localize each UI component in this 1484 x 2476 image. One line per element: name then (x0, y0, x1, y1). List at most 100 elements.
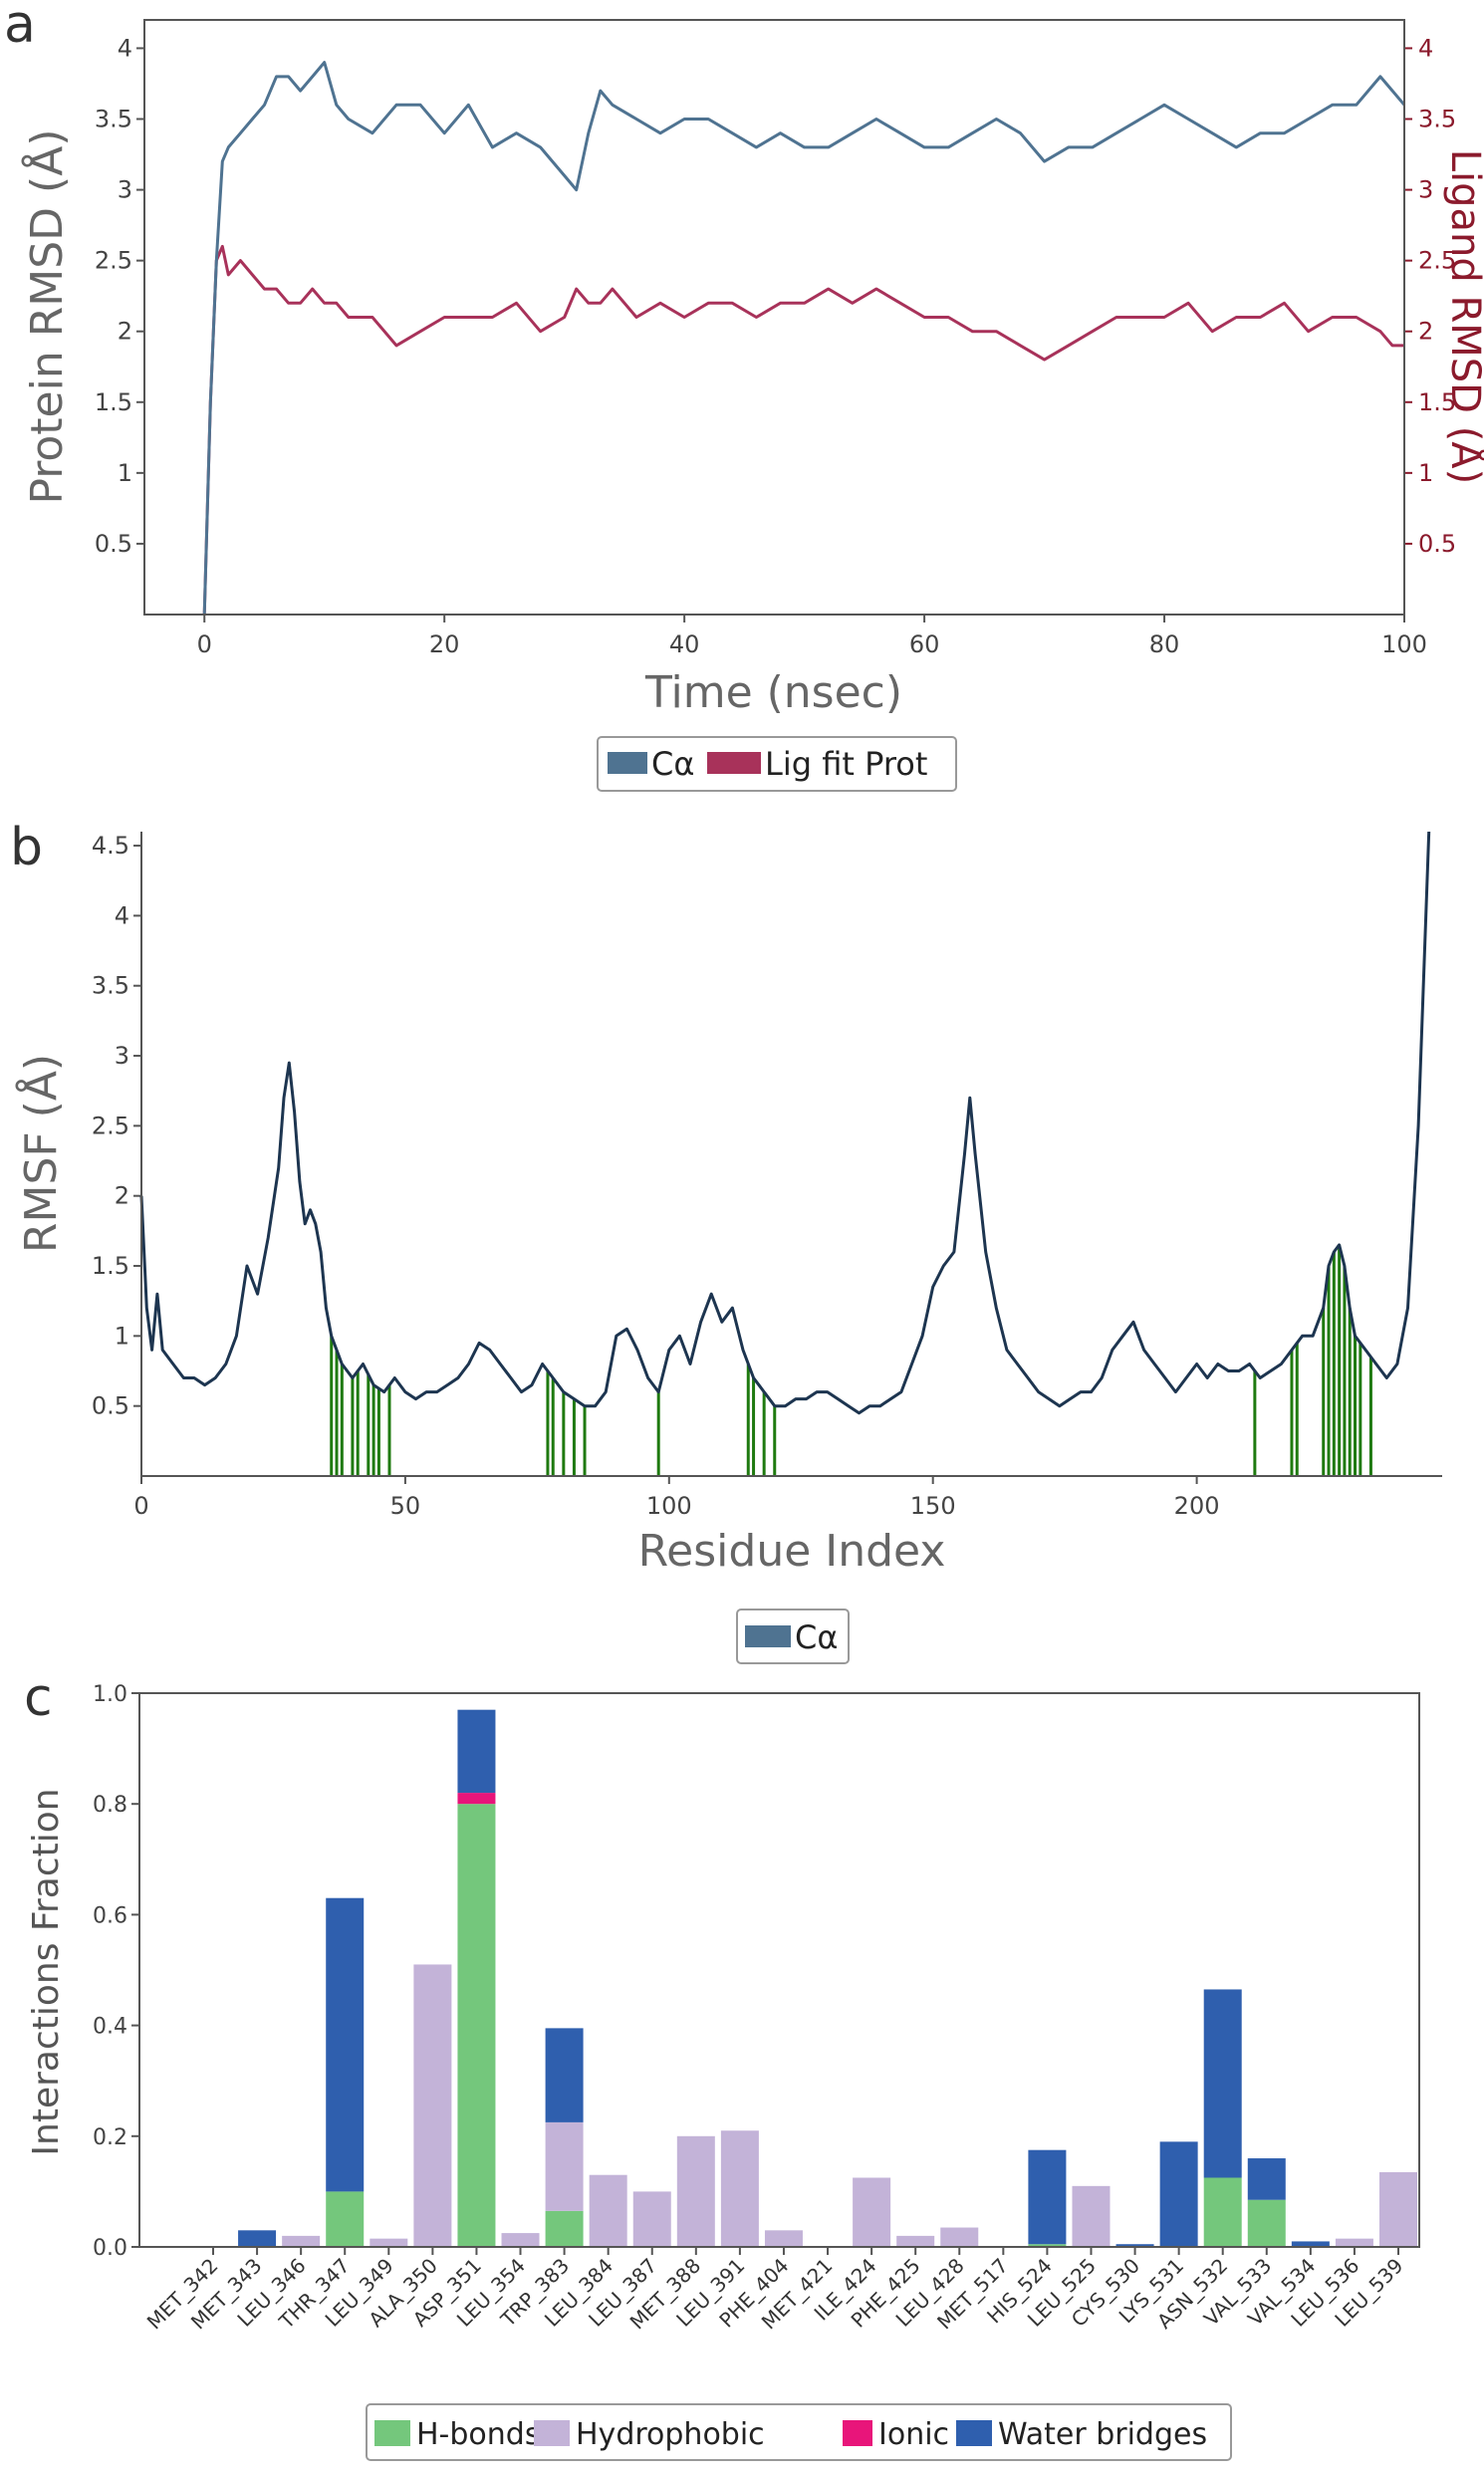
legend-label-ca: Cα (651, 745, 694, 783)
bar-water-bridges (1028, 2149, 1067, 2245)
bar-water-bridges (1115, 2244, 1154, 2247)
y-tick-label: 1 (118, 459, 132, 487)
legend-swatch-hydrophobic (534, 2420, 570, 2446)
bar-hydrophobic (545, 2121, 584, 2211)
legend-label-h-bonds: H-bonds (416, 2417, 540, 2452)
bar-water-bridges (238, 2230, 277, 2247)
right-y-tick-label: 3 (1418, 176, 1433, 204)
series-line-ca (202, 61, 1406, 616)
bar-hydrophobic (720, 2130, 759, 2247)
rmsd-right-axis-label: Ligand RMSD (Å) (1442, 149, 1484, 485)
series-line-ligand (202, 244, 1404, 616)
x-tick-label: 200 (1174, 1492, 1220, 1520)
right-y-tick-label: 3.5 (1418, 106, 1456, 133)
y-tick-label: 2.5 (95, 247, 132, 275)
rmsf-contact-lines (330, 1244, 1372, 1476)
y-tick-label: 0.5 (95, 530, 132, 558)
bar-hydrophobic (632, 2191, 671, 2247)
x-tick-label: 0 (133, 1492, 148, 1520)
rmsf-chart-ticks: 0 50 100 150 200 0.5 1 1.5 2 2.5 3 3.5 4 4.5 (92, 832, 1220, 1520)
legend-swatch-ionic (843, 2420, 872, 2446)
legend-box (366, 2403, 1232, 2461)
x-tick-label: 100 (646, 1492, 692, 1520)
right-y-tick-label: 1.5 (1418, 388, 1456, 416)
bar-h-bonds (457, 1804, 496, 2247)
bar-hydrophobic (501, 2233, 540, 2247)
rmsf-x-axis-label: Residue Index (638, 1526, 946, 1577)
y-tick-label: 0.0 (93, 2236, 127, 2261)
y-tick-label: 2 (115, 1182, 129, 1210)
y-tick-label: 1.5 (92, 1252, 129, 1280)
y-tick-label: 1 (115, 1322, 129, 1350)
x-tick-label: 20 (429, 630, 460, 658)
bar-water-bridges (1247, 2158, 1286, 2200)
right-y-tick-label: 4 (1418, 34, 1433, 62)
bar-hydrophobic (1379, 2171, 1417, 2247)
bar-h-bonds (326, 2191, 365, 2247)
bar-hydrophobic (370, 2238, 408, 2247)
y-tick-label: 3.5 (92, 972, 129, 1000)
rmsd-legend: Cα Lig fit Prot (597, 736, 957, 792)
interactions-chart-ticks: 0.0 0.2 0.4 0.6 0.8 1.0 (93, 1682, 139, 2261)
y-tick-label: 2.5 (92, 1112, 129, 1139)
bar-hydrophobic (413, 1964, 452, 2247)
y-tick-label: 3 (115, 1042, 129, 1070)
series-line-ca (139, 831, 1431, 1415)
legend-swatch-h-bonds (374, 2420, 410, 2446)
right-y-tick-label: 2 (1418, 318, 1433, 346)
legend-label-hydrophobic: Hydrophobic (576, 2417, 765, 2452)
bar-hydrophobic (282, 2235, 321, 2247)
y-tick-label: 0.8 (93, 1793, 127, 1818)
bar-ionic (457, 1793, 496, 1805)
legend-label-water-bridges: Water bridges (998, 2417, 1207, 2452)
bar-hydrophobic (896, 2235, 935, 2247)
interactions-plot-frame (138, 1692, 1420, 2248)
bar-h-bonds (545, 2210, 584, 2247)
legend-label-ca: Cα (795, 1618, 838, 1656)
y-tick-label: 4.5 (92, 832, 129, 860)
legend-swatch-ca (745, 1625, 791, 1647)
bar-water-bridges (457, 1709, 496, 1794)
y-tick-label: 4 (118, 34, 132, 62)
y-tick-label: 0.6 (93, 1903, 127, 1928)
rmsd-chart: 0 20 40 60 80 100 0.5 1 1.5 2 2.5 3 3.5 4 0.5 1 1.5 2 2.5 3… (20, 19, 1484, 792)
legend-box (597, 736, 957, 792)
y-tick-label: 3 (118, 176, 132, 204)
interactions-legend: H-bonds Hydrophobic Ionic Water bridges (366, 2403, 1232, 2461)
bar-hydrophobic (940, 2227, 979, 2247)
right-y-tick-label: 0.5 (1418, 530, 1456, 558)
x-tick-label: 50 (390, 1492, 421, 1520)
bar-hydrophobic (1335, 2238, 1373, 2247)
interactions-y-axis-label: Interactions Fraction (26, 1788, 67, 2155)
bar-water-bridges (1203, 1989, 1242, 2178)
x-tick-label: 80 (1149, 630, 1180, 658)
legend-label-ionic: Ionic (878, 2417, 949, 2452)
y-tick-label: 0.2 (93, 2125, 127, 2150)
legend-swatch-ligand (707, 752, 761, 774)
rmsd-chart-ticks: 0 20 40 60 80 100 0.5 1 1.5 2 2.5 3 3.5 4 0.5 1 1.5 2 2.5 3… (95, 34, 1456, 658)
rmsf-legend: Cα (736, 1609, 850, 1664)
bar-water-bridges (326, 1897, 365, 2192)
x-tick-label: 100 (1381, 630, 1427, 658)
bar-h-bonds (1247, 2199, 1286, 2247)
legend-swatch-ca (608, 752, 647, 774)
bar-h-bonds (1203, 2177, 1242, 2247)
panel-label-c: c (24, 1668, 53, 1728)
right-y-tick-label: 1 (1418, 459, 1433, 487)
legend-swatch-water-bridges (956, 2420, 992, 2446)
bar-water-bridges (1291, 2241, 1330, 2247)
rmsf-chart: 0 50 100 150 200 0.5 1 1.5 2 2.5 3 3.5 4 4.5 Residue … (14, 831, 1442, 1664)
bar-hydrophobic (853, 2177, 891, 2247)
rmsf-y-axis-label: RMSF (Å) (14, 1054, 67, 1253)
y-tick-label: 3.5 (95, 106, 132, 133)
y-tick-label: 1.0 (93, 1682, 127, 1707)
bar-water-bridges (1159, 2141, 1198, 2247)
x-tick-label: 150 (910, 1492, 956, 1520)
rmsd-plot-frame (143, 19, 1405, 616)
y-tick-label: 4 (115, 901, 129, 929)
interactions-chart: 0.0 0.2 0.4 0.6 0.8 1.0 MET_342MET_343LEU_346… (26, 1682, 1420, 2461)
y-tick-label: 0.4 (93, 2015, 127, 2040)
x-tick-label: 40 (669, 630, 700, 658)
interactions-bars (238, 1709, 1417, 2247)
